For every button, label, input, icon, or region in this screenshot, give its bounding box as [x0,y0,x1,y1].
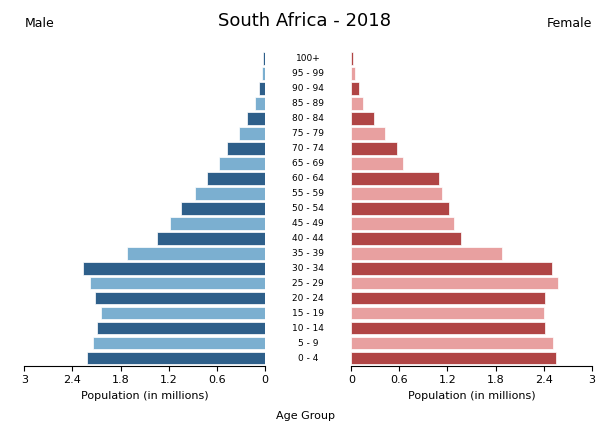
Bar [239,127,265,140]
Bar [207,172,265,185]
Text: 30 - 34: 30 - 34 [292,264,324,273]
Bar [351,277,558,289]
Bar [351,322,545,334]
Bar [127,247,265,260]
Text: 75 - 79: 75 - 79 [292,129,324,138]
Bar [263,52,265,65]
X-axis label: Population (in millions): Population (in millions) [81,391,209,401]
Bar [96,322,265,334]
Bar [351,292,545,304]
Bar [101,307,265,320]
Text: 25 - 29: 25 - 29 [292,279,324,288]
Bar [351,52,353,65]
Bar [351,351,556,364]
Bar [95,292,265,304]
Bar [351,217,454,230]
Bar [351,202,449,215]
Bar [351,232,461,244]
Text: 35 - 39: 35 - 39 [292,249,324,258]
Text: 45 - 49: 45 - 49 [292,219,324,228]
Bar [351,337,553,349]
Bar [227,142,265,155]
Bar [351,127,385,140]
Bar [83,262,265,275]
Bar [255,97,265,110]
Bar [351,97,364,110]
Bar [351,187,442,200]
Text: 85 - 89: 85 - 89 [292,99,324,108]
Text: 55 - 59: 55 - 59 [292,189,324,198]
Text: South Africa - 2018: South Africa - 2018 [218,12,392,30]
Bar [351,172,439,185]
Bar [351,82,359,95]
Text: 50 - 54: 50 - 54 [292,204,324,213]
Text: 65 - 69: 65 - 69 [292,159,324,168]
Bar [157,232,265,244]
Text: 80 - 84: 80 - 84 [292,114,324,123]
Bar [181,202,265,215]
Bar [351,307,544,320]
Bar [351,67,355,80]
Text: 10 - 14: 10 - 14 [292,323,324,332]
Bar [170,217,265,230]
Bar [87,351,265,364]
Text: 90 - 94: 90 - 94 [292,84,324,93]
Text: Age Group: Age Group [276,411,334,421]
Bar [351,157,403,170]
Text: 5 - 9: 5 - 9 [298,339,318,348]
Bar [195,187,265,200]
Text: 100+: 100+ [296,54,320,63]
Bar [90,277,265,289]
Bar [219,157,265,170]
Bar [259,82,265,95]
Bar [351,112,374,125]
X-axis label: Population (in millions): Population (in millions) [407,391,536,401]
Text: 40 - 44: 40 - 44 [292,234,324,243]
Text: 60 - 64: 60 - 64 [292,174,324,183]
Text: 70 - 74: 70 - 74 [292,144,324,153]
Text: Female: Female [547,17,592,30]
Bar [93,337,265,349]
Bar [351,247,502,260]
Bar [262,67,265,80]
Text: Male: Male [24,17,54,30]
Bar [351,142,397,155]
Text: 15 - 19: 15 - 19 [292,309,324,317]
Bar [247,112,265,125]
Text: 0 - 4: 0 - 4 [298,354,318,363]
Bar [351,262,551,275]
Text: 95 - 99: 95 - 99 [292,69,324,78]
Text: 20 - 24: 20 - 24 [292,294,324,303]
